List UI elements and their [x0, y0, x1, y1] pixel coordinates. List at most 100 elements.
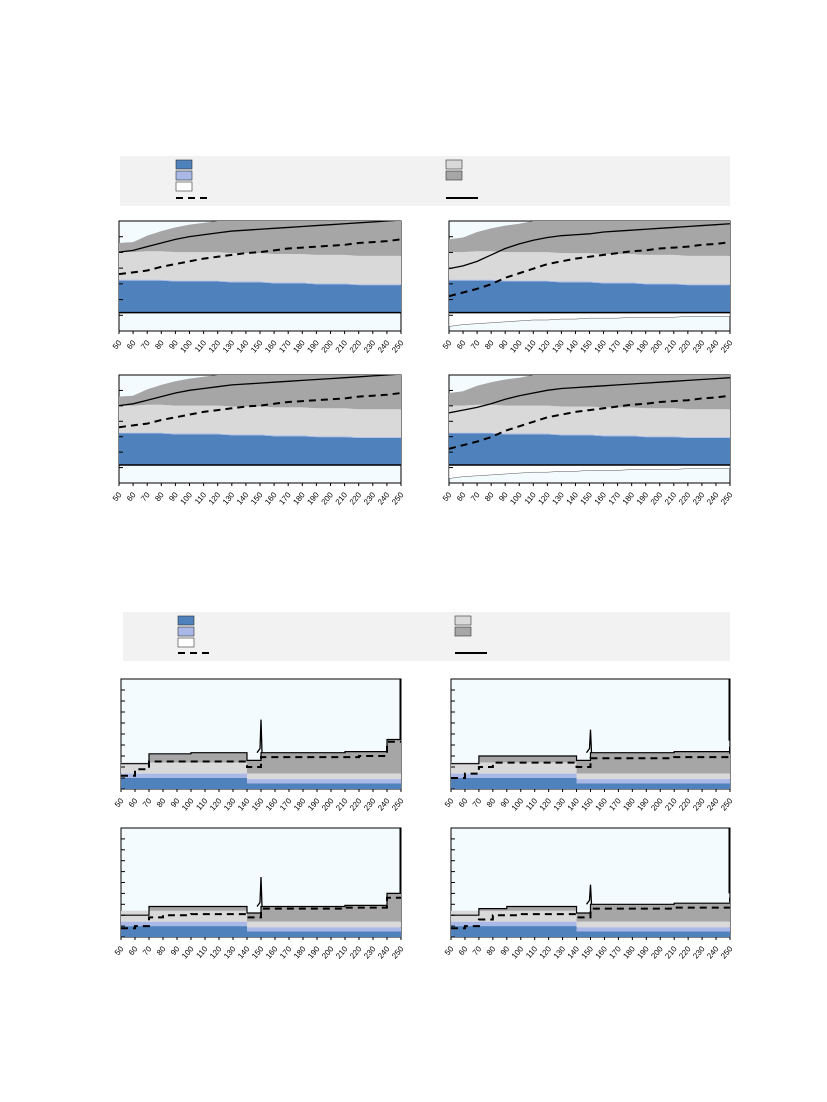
- solid-line: [449, 223, 730, 270]
- x-tick-label: 60: [455, 490, 468, 503]
- solid-line: [449, 377, 730, 414]
- x-tick-label: 180: [621, 944, 637, 960]
- x-tick-label: 210: [663, 490, 679, 506]
- x-tick-label: 160: [263, 338, 279, 354]
- x-tick-label: 110: [523, 338, 538, 354]
- x-tick-label: 130: [221, 490, 237, 506]
- legend-swatch-light-blue: [177, 626, 195, 637]
- x-tick-label: 200: [649, 490, 665, 506]
- x-tick-label: 200: [320, 944, 336, 960]
- spike-line: [585, 729, 593, 754]
- legend-swatch-blue: [175, 159, 193, 170]
- x-tick-label: 240: [705, 796, 721, 812]
- x-tick-label: 200: [649, 944, 665, 960]
- x-tick-label: 60: [127, 944, 140, 957]
- x-tick-label: 230: [691, 796, 707, 812]
- x-tick-label: 160: [593, 338, 609, 354]
- spike-line: [585, 884, 593, 905]
- x-tick-label: 220: [677, 338, 693, 354]
- x-tick-label: 190: [306, 796, 322, 812]
- x-tick-label: 180: [292, 944, 308, 960]
- x-tick-label: 50: [443, 944, 456, 957]
- area-dark-grey: [449, 221, 730, 256]
- x-tick-label: 70: [469, 490, 482, 503]
- x-tick-label: 160: [593, 490, 609, 506]
- area-blue: [451, 926, 730, 937]
- x-tick-label: 200: [649, 796, 665, 812]
- x-tick-label: 110: [194, 796, 209, 812]
- x-tick-label: 80: [485, 944, 498, 957]
- x-tick-label: 150: [580, 796, 596, 812]
- x-tick-label: 180: [291, 490, 307, 506]
- x-tick-label: 240: [705, 944, 721, 960]
- legend-swatch-light-grey: [454, 615, 472, 626]
- x-tick-label: 230: [362, 796, 378, 812]
- solid-line: [451, 893, 730, 916]
- x-tick-label: 210: [334, 490, 350, 506]
- area-blue: [121, 926, 401, 937]
- x-tick-label: 100: [179, 490, 195, 506]
- x-tick-label: 100: [510, 944, 526, 960]
- x-tick-label: 60: [457, 796, 470, 809]
- x-tick-label: 80: [483, 490, 496, 503]
- x-tick-label: 150: [249, 338, 265, 354]
- x-tick-label: 120: [538, 944, 554, 960]
- x-tick-label: 80: [153, 490, 166, 503]
- x-tick-label: 130: [222, 796, 238, 812]
- x-tick-label: 150: [250, 796, 266, 812]
- x-tick-label: 240: [376, 796, 392, 812]
- x-tick-label: 110: [194, 944, 209, 960]
- x-tick-label: 200: [320, 338, 336, 354]
- x-tick-label: 250: [719, 338, 735, 354]
- x-tick-label: 130: [222, 944, 238, 960]
- x-tick-label: 100: [180, 944, 196, 960]
- solid-line: [121, 892, 401, 916]
- x-tick-label: 200: [320, 796, 336, 812]
- x-tick-label: 80: [483, 338, 496, 351]
- area-light-grey: [449, 404, 730, 438]
- x-tick-label: 80: [155, 796, 168, 809]
- x-tick-label: 170: [278, 796, 294, 812]
- area-blue: [119, 280, 401, 313]
- area-blue: [449, 280, 730, 313]
- x-tick-label: 180: [292, 796, 308, 812]
- x-tick-label: 250: [390, 944, 406, 960]
- x-tick-label: 240: [376, 338, 392, 354]
- area-light-blue: [451, 773, 730, 784]
- legend-swatch-dark-grey: [445, 170, 463, 181]
- x-tick-label: 100: [180, 796, 196, 812]
- x-tick-label: 130: [550, 338, 566, 354]
- dashed-line: [451, 897, 730, 930]
- x-tick-label: 160: [594, 944, 610, 960]
- x-tick-label: 50: [113, 796, 126, 809]
- x-tick-label: 130: [552, 944, 568, 960]
- x-tick-label: 60: [127, 796, 140, 809]
- x-tick-label: 200: [649, 338, 665, 354]
- x-tick-label: 160: [594, 796, 610, 812]
- x-tick-label: 180: [621, 338, 637, 354]
- spike-line: [256, 719, 263, 754]
- x-tick-label: 210: [334, 338, 350, 354]
- x-tick-label: 240: [705, 490, 721, 506]
- x-tick-label: 120: [208, 944, 224, 960]
- x-tick-label: 250: [719, 796, 735, 812]
- area-dark-grey: [119, 375, 401, 410]
- area-dark-grey: [449, 375, 730, 410]
- x-tick-label: 160: [263, 490, 279, 506]
- x-tick-label: 70: [471, 796, 484, 809]
- area-light-grey: [121, 762, 401, 780]
- x-tick-label: 190: [635, 490, 651, 506]
- area-light-blue: [119, 279, 401, 286]
- x-tick-label: 230: [362, 338, 378, 354]
- x-tick-label: 230: [362, 490, 378, 506]
- x-tick-label: 250: [719, 944, 735, 960]
- chart-bottom-top-left: 50 60 70 80 90100110120130140150160170180190…: [113, 678, 406, 813]
- area-light-grey: [451, 910, 730, 928]
- x-tick-label: 60: [457, 944, 470, 957]
- plot-content: [449, 375, 730, 479]
- x-tick-label: 70: [469, 338, 482, 351]
- x-tick-label: 70: [139, 338, 152, 351]
- x-tick-label: 120: [536, 338, 552, 354]
